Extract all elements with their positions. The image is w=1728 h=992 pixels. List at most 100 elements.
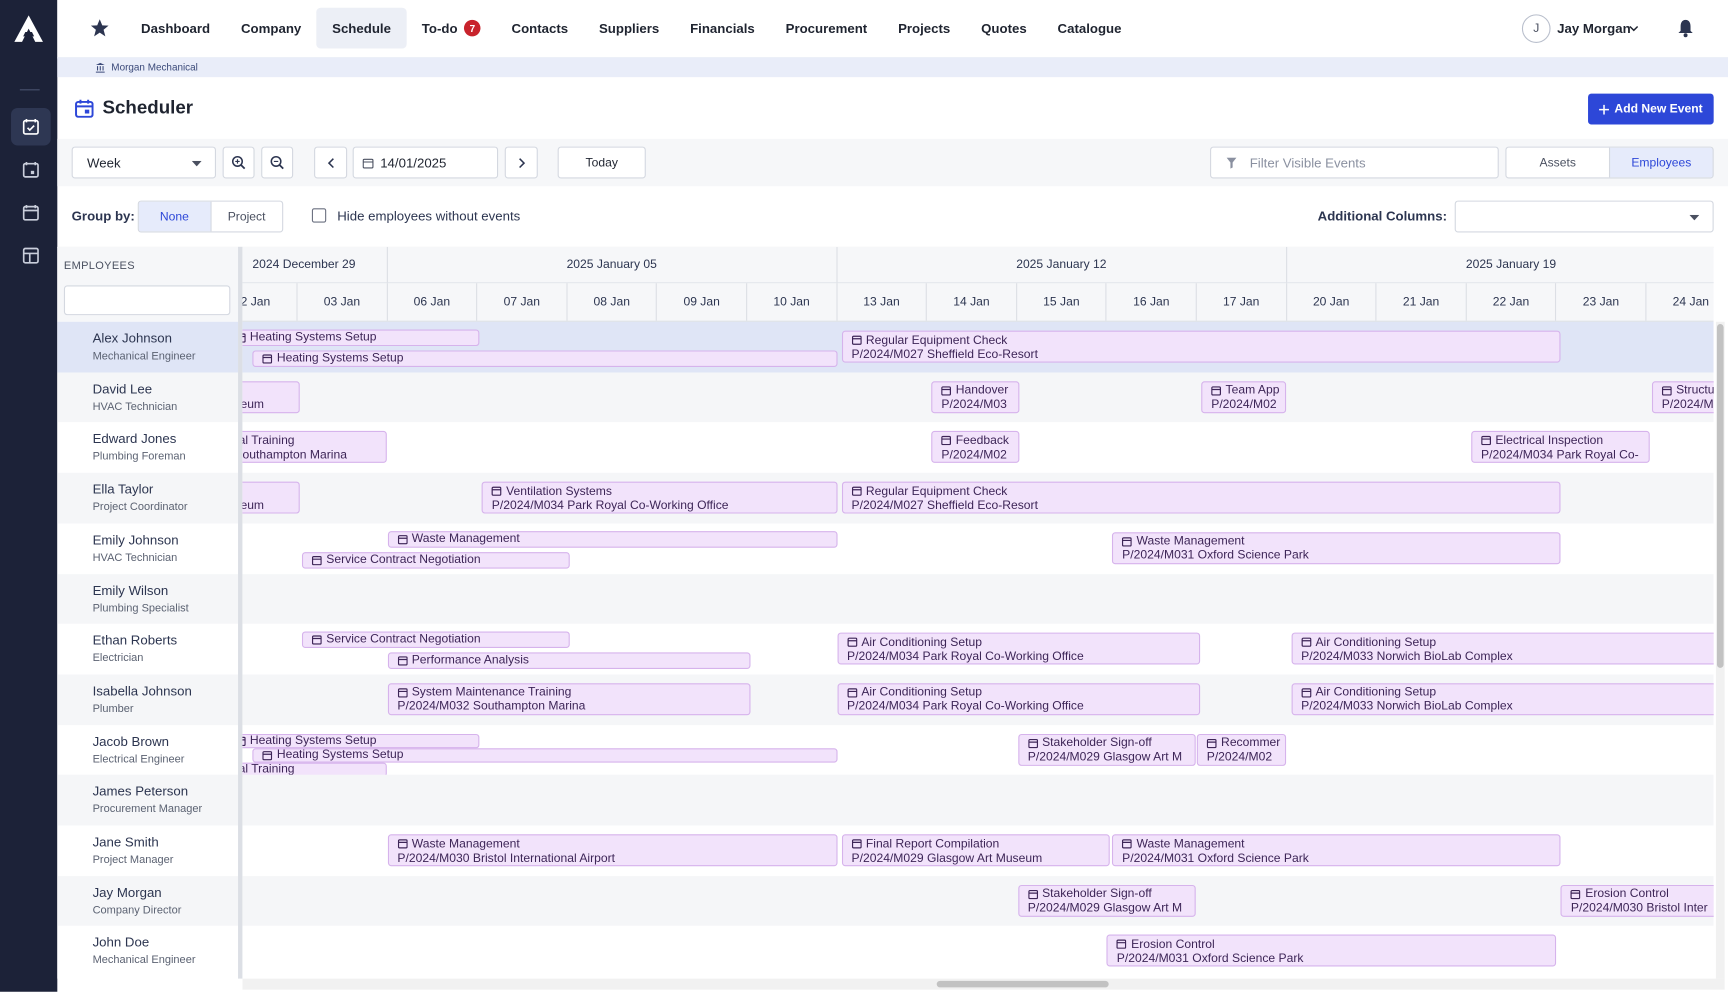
employee-row[interactable]: David Lee HVAC Technician — [57, 372, 239, 423]
nav-item[interactable]: To-do 7 — [406, 8, 496, 49]
event[interactable]: Handover P/2024/M03 — [931, 380, 1020, 413]
event[interactable]: Heating Systems Setup — [242, 733, 480, 748]
user-menu-chevron[interactable] — [1629, 25, 1639, 32]
employee-row[interactable]: Isabella Johnson Plumber — [57, 674, 239, 725]
event[interactable]: Final Report Compilation P/2024/M029 Glas… — [841, 834, 1110, 867]
employee-row[interactable]: Jacob Brown Electrical Engineer — [57, 725, 238, 775]
event[interactable]: Service Contract Negotiation — [302, 631, 571, 649]
logo[interactable] — [14, 14, 44, 43]
week-label: 2024 December 29 — [252, 257, 356, 272]
avatar[interactable]: J — [1521, 14, 1551, 43]
nav-item[interactable]: Catalogue — [1042, 8, 1137, 49]
day-label: 02 Jan — [242, 295, 271, 309]
event[interactable]: nMuseum — [242, 481, 300, 514]
event-icon — [1301, 688, 1312, 698]
event[interactable]: Waste Management — [387, 530, 838, 548]
view-select[interactable]: Week — [71, 146, 216, 179]
nav-calendar-icon[interactable] — [11, 151, 51, 188]
hide-empty-checkbox[interactable] — [311, 208, 327, 223]
event-title-line: Service Contract Negotiation — [312, 553, 569, 567]
group-option[interactable]: None — [138, 201, 210, 232]
event[interactable]: Structu P/2024/M — [1651, 380, 1714, 413]
panel-splitter[interactable] — [238, 246, 243, 979]
user-name[interactable]: Jay Morgan — [1557, 20, 1631, 37]
event[interactable]: System Maintenance Training P/2024/M032 S… — [387, 683, 751, 716]
event-icon — [1301, 637, 1312, 648]
event[interactable]: Heating Systems Setup — [252, 747, 838, 763]
event[interactable]: Service Contract Negotiation — [302, 551, 571, 569]
vertical-scrollbar[interactable] — [1715, 321, 1725, 979]
date-input[interactable]: 14/01/2025 — [352, 146, 499, 179]
employee-row[interactable]: Edward Jones Plumbing Foreman — [57, 423, 238, 473]
nav-schedule-icon[interactable] — [11, 107, 51, 146]
event[interactable]: Waste Management P/2024/M031 Oxford Scien… — [1112, 532, 1561, 565]
nav-item[interactable]: Dashboard — [126, 8, 226, 49]
notifications-icon[interactable] — [1677, 19, 1694, 38]
resource-option[interactable]: Assets — [1506, 148, 1608, 178]
vertical-scroll-thumb[interactable] — [1716, 323, 1724, 668]
event[interactable]: nal Training32 Southampton Marina — [242, 431, 387, 464]
event[interactable]: Erosion Control P/2024/M031 Oxford Scienc… — [1106, 934, 1557, 967]
event-title-line: Heating Systems Setup — [242, 735, 478, 747]
timeline-row — [242, 775, 1714, 826]
event[interactable]: Air Conditioning Setup P/2024/M033 Norwic… — [1291, 683, 1714, 716]
nav-item[interactable]: Quotes — [966, 8, 1042, 49]
employee-row[interactable]: James Peterson Procurement Manager — [57, 775, 239, 826]
day-label: 20 Jan — [1312, 295, 1350, 309]
event[interactable]: Stakeholder Sign-off P/2024/M029 Glasgow … — [1017, 733, 1196, 766]
next-button[interactable] — [504, 146, 538, 179]
employee-row[interactable]: Ella Taylor Project Coordinator — [57, 472, 239, 524]
event[interactable]: Regular Equipment Check P/2024/M027 Sheff… — [841, 481, 1562, 514]
event[interactable]: Ventilation Systems P/2024/M034 Park Roya… — [481, 481, 838, 514]
nav-item[interactable]: Financials — [675, 8, 771, 49]
event-code: P/2024/M030 Bristol International Airpor… — [397, 851, 616, 865]
nav-item[interactable]: Procurement — [770, 8, 882, 49]
horizontal-scroll-thumb[interactable] — [936, 980, 1109, 988]
event[interactable]: Heating Systems Setup — [242, 329, 480, 347]
event[interactable]: Stakeholder Sign-off P/2024/M029 Glasgow … — [1017, 884, 1196, 917]
event[interactable]: Waste Management P/2024/M031 Oxford Scien… — [1112, 834, 1561, 867]
event[interactable]: Heating Systems Setup — [252, 350, 838, 367]
nav-board-icon[interactable] — [11, 237, 51, 274]
nav-events-icon[interactable] — [11, 194, 51, 231]
today-button[interactable]: Today — [557, 146, 646, 179]
event[interactable]: Air Conditioning Setup P/2024/M034 Park R… — [837, 683, 1201, 716]
event[interactable]: Regular Equipment Check P/2024/M027 Sheff… — [841, 330, 1562, 363]
hide-empty-label[interactable]: Hide employees without events — [337, 208, 521, 224]
favourites-icon[interactable] — [90, 19, 109, 38]
nav-item[interactable]: Contacts — [496, 8, 583, 49]
employee-search[interactable] — [63, 285, 231, 316]
employee-row[interactable]: Jay Morgan Company Director — [57, 875, 239, 927]
event[interactable]: Performance Analysis — [387, 652, 751, 670]
event[interactable]: Air Conditioning Setup P/2024/M033 Norwic… — [1291, 632, 1714, 665]
employee-row[interactable]: Jane Smith Project Manager — [57, 825, 238, 875]
event[interactable]: Electrical Inspection P/2024/M034 Park Ro… — [1471, 431, 1651, 464]
horizontal-scrollbar[interactable] — [242, 978, 1725, 990]
event-icon — [851, 486, 862, 496]
previous-button[interactable] — [314, 146, 348, 179]
employee-row[interactable]: Emily Wilson Plumbing Specialist — [57, 573, 239, 624]
add-event-button[interactable]: Add New Event — [1588, 93, 1714, 125]
resource-option[interactable]: Employees — [1608, 147, 1713, 178]
employee-row[interactable]: John Doe Mechanical Engineer — [57, 926, 238, 976]
nav-item[interactable]: Projects — [883, 8, 966, 49]
additional-columns-select[interactable] — [1454, 200, 1714, 233]
employee-row[interactable]: Emily Johnson HVAC Technician — [57, 523, 238, 573]
employee-row[interactable]: Ethan Roberts Electrician — [57, 624, 238, 674]
event[interactable]: nMuseum — [242, 380, 300, 413]
group-option[interactable]: Project — [209, 201, 282, 232]
employee-row[interactable]: Alex Johnson Mechanical Engineer — [57, 321, 239, 373]
zoom-out-button[interactable] — [261, 146, 294, 179]
event[interactable]: Team App P/2024/M02 — [1201, 380, 1286, 413]
event[interactable]: Erosion Control P/2024/M030 Bristol Inter — [1561, 884, 1714, 917]
nav-item[interactable]: Company — [226, 8, 317, 49]
event[interactable]: Waste Management P/2024/M030 Bristol Inte… — [387, 834, 838, 867]
event[interactable]: Air Conditioning Setup P/2024/M034 Park R… — [837, 632, 1201, 665]
nav-item[interactable]: Schedule — [316, 7, 407, 49]
nav-item[interactable]: Suppliers — [584, 8, 675, 49]
zoom-in-button[interactable] — [222, 146, 255, 179]
filter-input[interactable]: Filter Visible Events — [1210, 146, 1499, 179]
event[interactable]: Feedback P/2024/M02 — [931, 431, 1020, 464]
breadcrumb[interactable]: Morgan Mechanical — [111, 61, 198, 73]
event[interactable]: Recommer P/2024/M02 — [1196, 733, 1286, 766]
